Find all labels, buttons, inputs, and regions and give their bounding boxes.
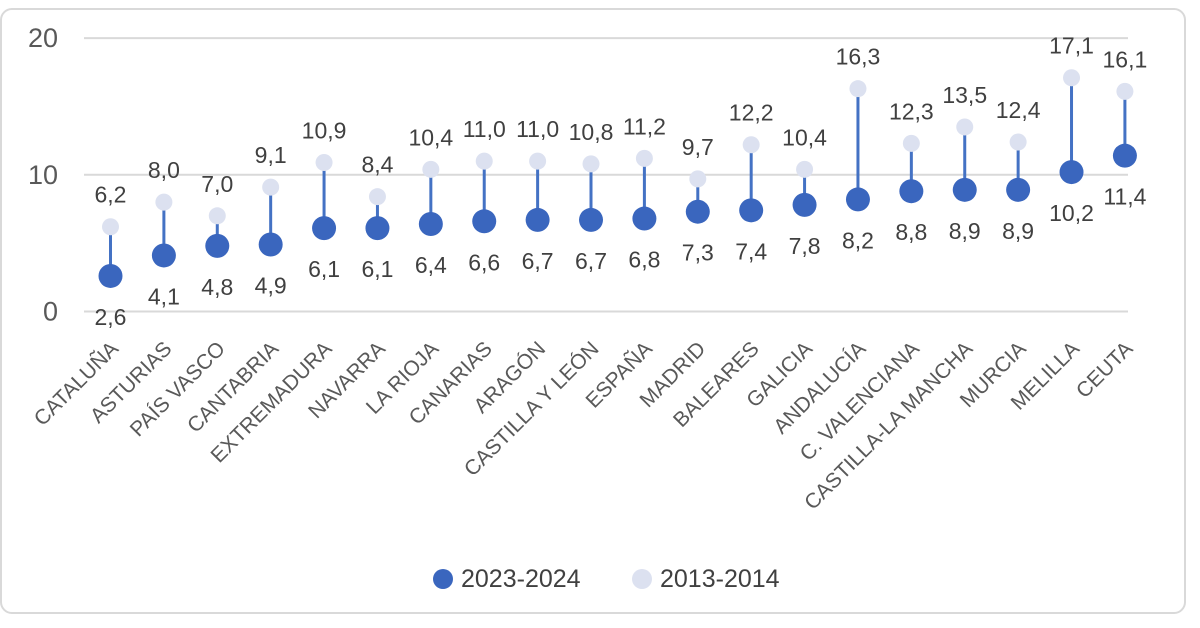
data-point-2023-2024 <box>205 233 230 258</box>
legend-swatch-2023-2024 <box>433 569 453 589</box>
value-label-2013-2014: 10,4 <box>782 124 827 150</box>
data-point-2023-2024 <box>792 192 817 217</box>
value-label-2013-2014: 9,7 <box>682 134 714 160</box>
value-label-2023-2024: 6,6 <box>468 249 500 275</box>
value-label-2013-2014: 11,0 <box>516 116 559 142</box>
data-point-2013-2014 <box>1063 69 1081 87</box>
value-label-2013-2014: 13,5 <box>942 82 987 108</box>
value-label-2013-2014: 11,0 <box>463 116 506 142</box>
value-label-2023-2024: 6,7 <box>575 248 607 274</box>
data-point-2023-2024 <box>418 212 443 237</box>
data-point-2013-2014 <box>475 152 493 170</box>
data-point-2023-2024 <box>632 206 657 231</box>
data-point-2013-2014 <box>529 152 547 170</box>
value-label-2013-2014: 12,2 <box>729 100 774 126</box>
value-label-2023-2024: 8,2 <box>842 227 874 253</box>
data-point-2013-2014 <box>742 136 760 154</box>
category-label: CEUTA <box>1072 337 1137 402</box>
value-label-2013-2014: 10,8 <box>569 119 614 145</box>
value-label-2013-2014: 10,4 <box>408 124 453 150</box>
data-point-2013-2014 <box>368 188 386 206</box>
data-point-2023-2024 <box>1006 177 1031 202</box>
value-label-2023-2024: 8,9 <box>1002 218 1034 244</box>
data-point-2023-2024 <box>685 199 710 224</box>
data-point-2023-2024 <box>952 177 977 202</box>
data-point-2013-2014 <box>849 80 867 98</box>
data-point-2023-2024 <box>525 207 550 232</box>
data-point-2013-2014 <box>155 193 173 211</box>
value-label-2013-2014: 8,0 <box>148 157 180 183</box>
data-point-2023-2024 <box>1059 160 1084 185</box>
value-label-2023-2024: 6,8 <box>628 247 660 273</box>
data-point-2013-2014 <box>902 134 920 152</box>
data-point-2023-2024 <box>739 198 764 223</box>
data-point-2023-2024 <box>1112 143 1137 168</box>
value-label-2023-2024: 4,9 <box>255 273 287 299</box>
data-point-2013-2014 <box>315 153 333 171</box>
y-axis-tick-label: 20 <box>28 23 58 53</box>
data-point-2023-2024 <box>312 216 337 241</box>
value-label-2023-2024: 2,6 <box>95 304 127 330</box>
value-label-2013-2014: 9,1 <box>255 142 287 168</box>
value-label-2023-2024: 8,9 <box>949 218 981 244</box>
value-label-2013-2014: 16,1 <box>1103 46 1148 72</box>
value-label-2023-2024: 8,8 <box>895 219 927 245</box>
value-label-2023-2024: 10,2 <box>1049 200 1094 226</box>
value-label-2023-2024: 4,1 <box>148 283 180 309</box>
value-label-2023-2024: 6,1 <box>361 256 393 282</box>
value-label-2013-2014: 6,2 <box>95 182 127 208</box>
value-label-2023-2024: 6,4 <box>415 252 447 278</box>
data-point-2013-2014 <box>1009 133 1027 151</box>
data-point-2013-2014 <box>956 118 974 136</box>
value-label-2013-2014: 10,9 <box>302 117 347 143</box>
value-label-2023-2024: 6,7 <box>522 248 554 274</box>
data-point-2013-2014 <box>582 155 600 173</box>
data-point-2013-2014 <box>1116 82 1134 100</box>
data-point-2023-2024 <box>365 216 390 241</box>
data-point-2013-2014 <box>689 170 707 188</box>
data-point-2023-2024 <box>899 179 924 204</box>
value-label-2013-2014: 11,2 <box>623 113 666 139</box>
legend-label-2013-2014: 2013-2014 <box>660 565 780 593</box>
data-point-2023-2024 <box>151 243 176 268</box>
data-point-2013-2014 <box>208 207 226 225</box>
y-axis-tick-label: 0 <box>43 297 58 327</box>
value-label-2013-2014: 16,3 <box>836 44 881 70</box>
data-point-2013-2014 <box>262 178 280 196</box>
value-label-2013-2014: 17,1 <box>1049 33 1094 59</box>
data-point-2023-2024 <box>845 187 870 212</box>
value-label-2023-2024: 7,8 <box>789 233 821 259</box>
data-point-2013-2014 <box>102 218 119 236</box>
value-label-2023-2024: 6,1 <box>308 256 340 282</box>
data-point-2023-2024 <box>98 263 123 288</box>
value-label-2023-2024: 4,8 <box>201 274 233 300</box>
data-point-2023-2024 <box>472 209 497 234</box>
y-axis-tick-label: 10 <box>28 160 58 190</box>
legend-label-2023-2024: 2023-2024 <box>461 565 581 593</box>
value-label-2023-2024: 7,4 <box>735 238 767 264</box>
value-label-2013-2014: 8,4 <box>361 152 393 178</box>
data-point-2013-2014 <box>635 149 653 167</box>
data-point-2023-2024 <box>258 232 283 257</box>
data-point-2013-2014 <box>422 160 440 178</box>
legend-swatch-2013-2014 <box>632 569 652 589</box>
value-label-2013-2014: 7,0 <box>201 171 233 197</box>
value-label-2023-2024: 11,4 <box>1103 184 1146 210</box>
value-label-2013-2014: 12,4 <box>996 97 1041 123</box>
value-label-2013-2014: 12,3 <box>889 98 934 124</box>
data-point-2013-2014 <box>796 160 814 178</box>
value-label-2023-2024: 7,3 <box>682 240 714 266</box>
data-point-2023-2024 <box>579 207 604 232</box>
